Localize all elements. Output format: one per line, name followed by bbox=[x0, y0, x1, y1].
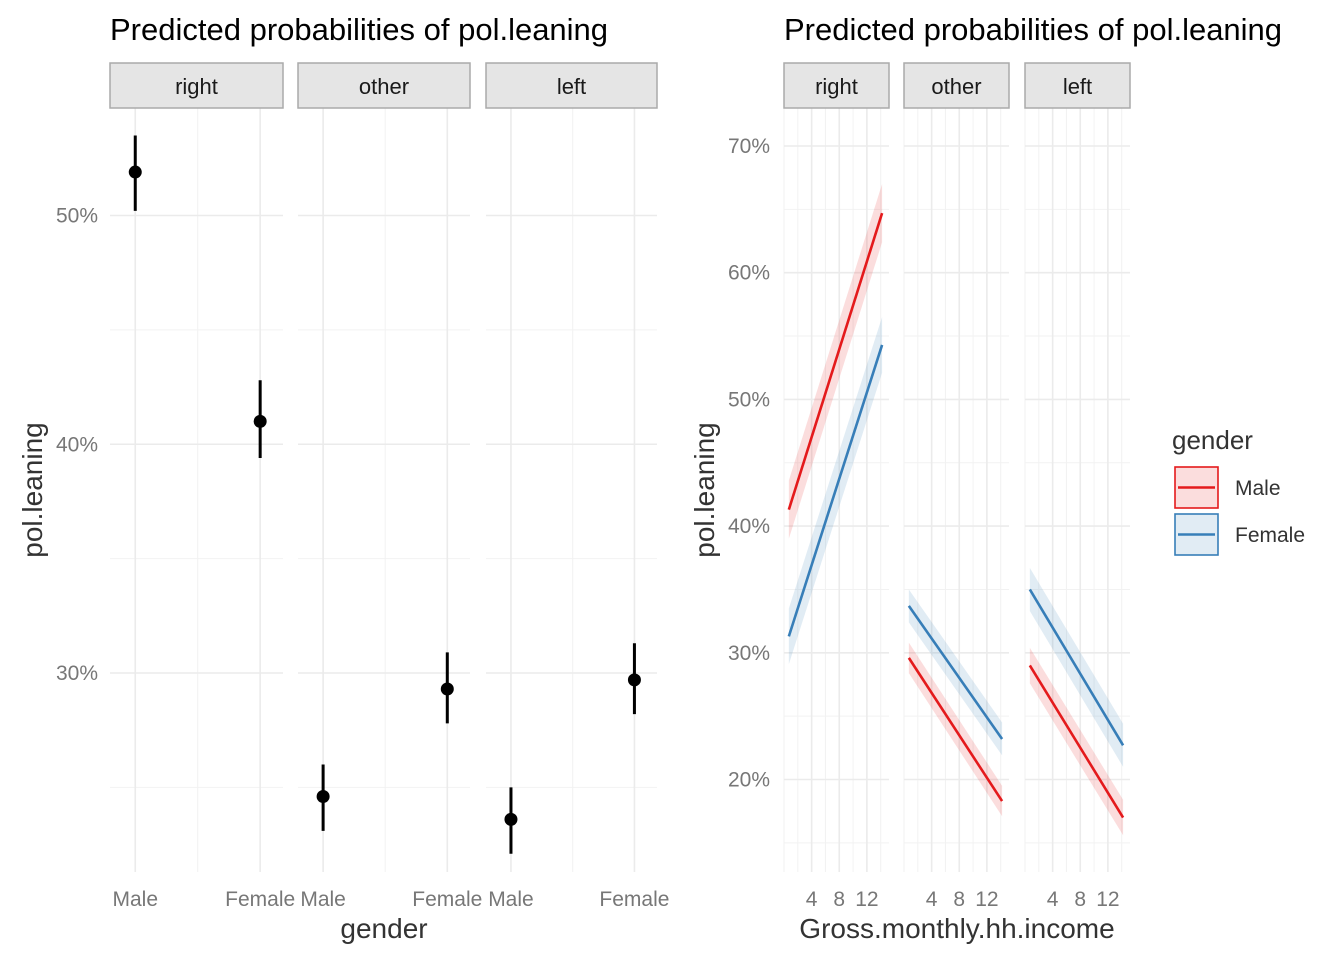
chart2-facet-strip bbox=[1024, 62, 1131, 109]
chart1-facet-strip bbox=[109, 62, 284, 109]
chart1-x-tick-label: Female bbox=[225, 888, 295, 911]
chart2-line-female bbox=[1028, 588, 1125, 746]
chart1-point bbox=[128, 165, 142, 179]
chart2-x-tick-label: 8 bbox=[953, 888, 965, 911]
chart1-point bbox=[627, 673, 641, 687]
chart1-x-tick-label: Female bbox=[599, 888, 669, 911]
chart2-y-tick-label: 70% bbox=[728, 135, 770, 158]
chart2-y-tick-label: 30% bbox=[728, 642, 770, 665]
legend-title: gender bbox=[1172, 425, 1253, 455]
chart2-y-tick-label: 20% bbox=[728, 769, 770, 792]
chart2-x-tick-label: 12 bbox=[975, 888, 998, 911]
chart2-x-tick-label: 8 bbox=[1074, 888, 1086, 911]
chart2-x-tick-label: 12 bbox=[855, 888, 878, 911]
chart1-facet-label: right bbox=[175, 74, 218, 99]
chart2-line-male bbox=[787, 212, 884, 511]
chart2-x-tick-label: 4 bbox=[806, 888, 818, 911]
chart2-facet-strip bbox=[903, 62, 1010, 109]
chart2-y-tick-label: 40% bbox=[728, 515, 770, 538]
chart1-facet-strip bbox=[485, 62, 658, 109]
chart2-x-tick-label: 4 bbox=[1047, 888, 1059, 911]
chart1-y-tick-label: 40% bbox=[56, 433, 98, 456]
chart1-point bbox=[504, 812, 518, 826]
legend-label-male: Male bbox=[1235, 477, 1281, 500]
chart2-x-tick-label: 8 bbox=[833, 888, 845, 911]
chart1-y-tick-label: 50% bbox=[56, 205, 98, 228]
chart1-point bbox=[440, 682, 454, 696]
chart2-y-tick-label: 60% bbox=[728, 262, 770, 285]
legend: gender Male Female bbox=[1172, 425, 1305, 556]
chart1-y-axis-title: pol.leaning bbox=[17, 422, 48, 557]
chart2-x-tick-label: 12 bbox=[1096, 888, 1119, 911]
chart2-x-tick-label: 4 bbox=[926, 888, 938, 911]
chart2-line-female bbox=[787, 344, 884, 637]
chart2-facet-label: other bbox=[931, 74, 981, 99]
chart2-x-axis-title: Gross.monthly.hh.income bbox=[799, 913, 1114, 944]
chart1-x-tick-label: Male bbox=[488, 888, 534, 911]
chart1-facet-strip bbox=[297, 62, 471, 109]
chart1-facet-label: other bbox=[359, 74, 409, 99]
chart2-facet-label: right bbox=[815, 74, 858, 99]
chart2-line-male bbox=[1028, 664, 1125, 819]
chart2-y-tick-label: 50% bbox=[728, 388, 770, 411]
chart2-facet-label: left bbox=[1063, 74, 1092, 99]
chart-gender: Predicted probabilities of pol.leaning ri… bbox=[17, 12, 669, 944]
chart2-y-axis-title: pol.leaning bbox=[689, 422, 720, 557]
chart1-x-axis-title: gender bbox=[340, 913, 427, 944]
chart1-title: Predicted probabilities of pol.leaning bbox=[110, 12, 608, 47]
chart-income: Predicted probabilities of pol.leaning ri… bbox=[689, 12, 1282, 944]
legend-label-female: Female bbox=[1235, 524, 1305, 547]
chart2-line-male bbox=[907, 657, 1004, 802]
chart1-x-tick-label: Female bbox=[412, 888, 482, 911]
chart1-x-tick-label: Male bbox=[112, 888, 158, 911]
chart2-facet-strip bbox=[783, 62, 890, 109]
chart2-line-female bbox=[907, 605, 1004, 740]
chart1-point bbox=[316, 790, 330, 804]
chart1-y-tick-label: 30% bbox=[56, 662, 98, 685]
chart1-point bbox=[253, 414, 267, 428]
chart2-title: Predicted probabilities of pol.leaning bbox=[784, 12, 1282, 47]
chart1-facet-label: left bbox=[557, 74, 586, 99]
chart1-x-tick-label: Male bbox=[300, 888, 346, 911]
